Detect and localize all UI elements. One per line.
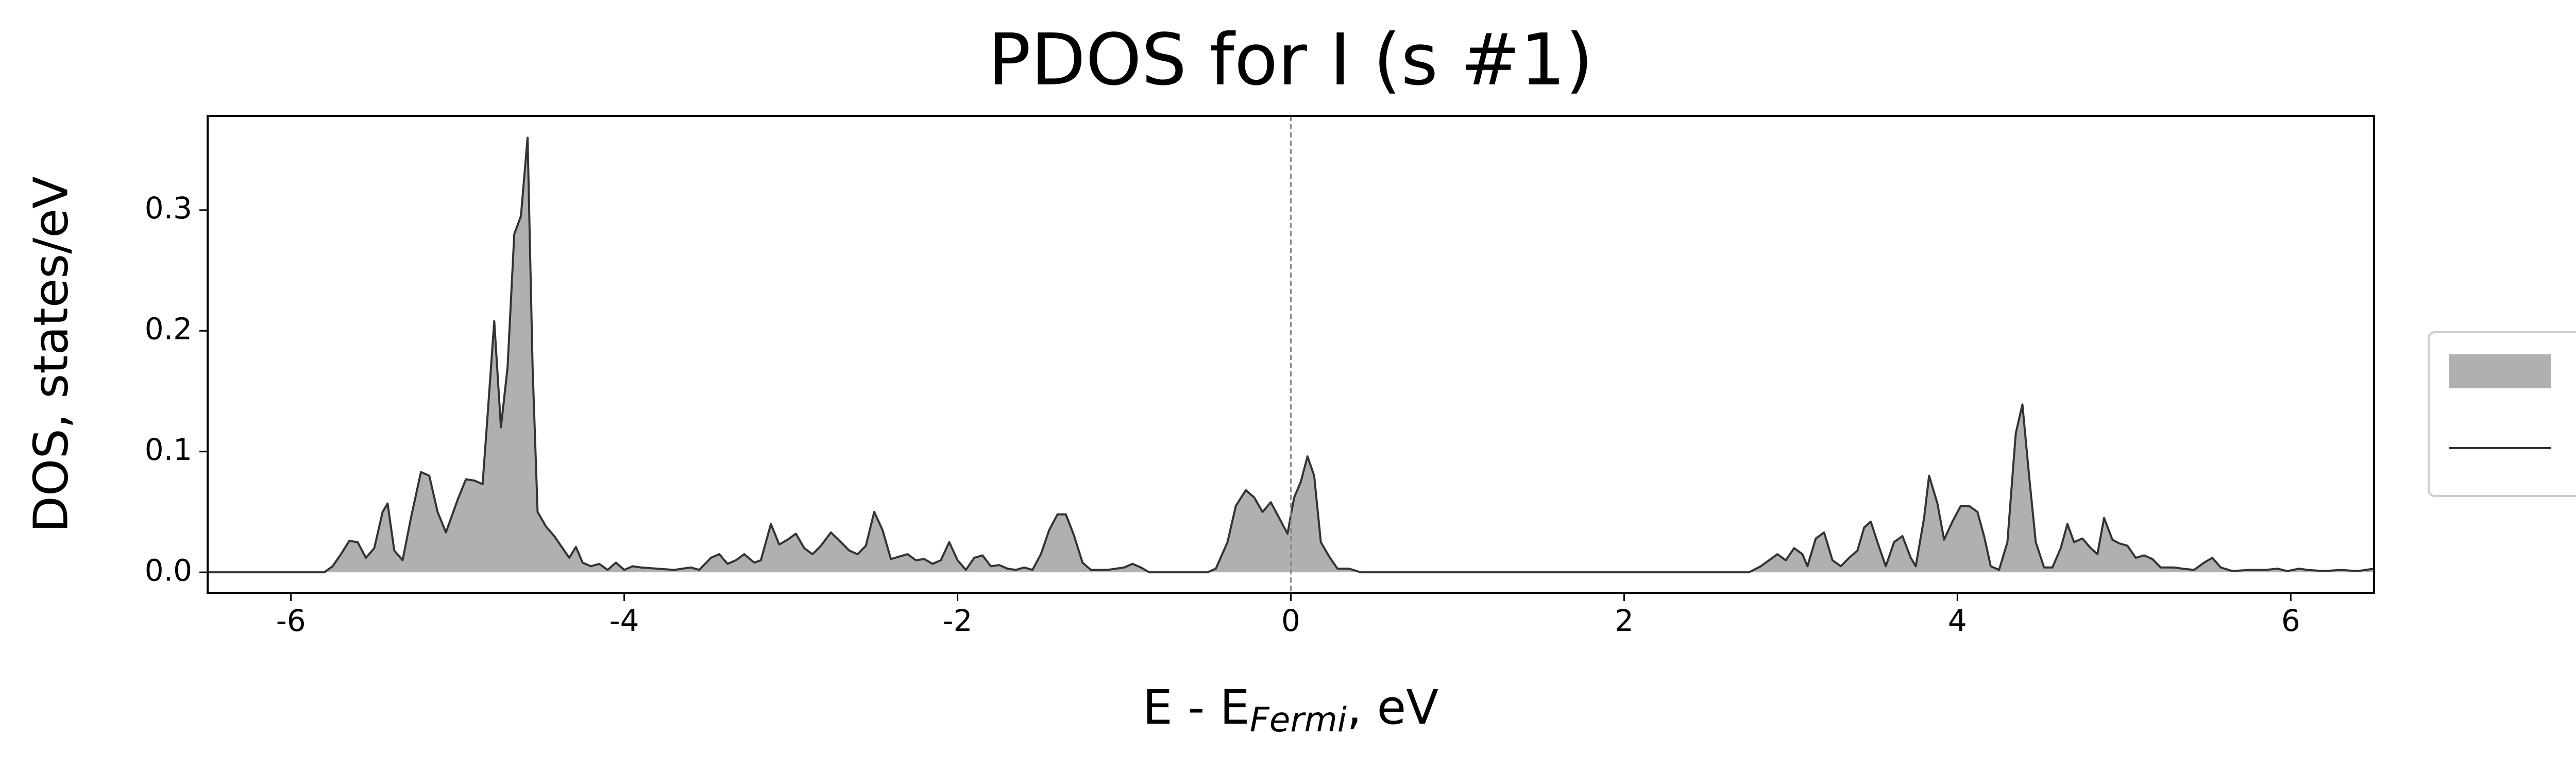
x-label-tail: , eV bbox=[1347, 680, 1438, 735]
area-line bbox=[208, 136, 2375, 574]
x-tick-label: 6 bbox=[2281, 603, 2300, 638]
y-tick-label: 0.2 bbox=[145, 311, 192, 346]
x-tick-label: 4 bbox=[1948, 603, 1967, 638]
area-fill bbox=[208, 138, 2374, 573]
chart-title: PDOS for I (s #1) bbox=[988, 19, 1594, 101]
x-label-main: E - E bbox=[1143, 680, 1250, 735]
x-tick-label: 0 bbox=[1281, 603, 1300, 638]
x-axis-label: E - EFermi, eV bbox=[1143, 680, 1438, 740]
y-tick-label: 0.3 bbox=[145, 191, 192, 226]
x-tick-label: -2 bbox=[943, 603, 973, 638]
y-tick-label: 0.1 bbox=[145, 432, 192, 467]
x-tick-label: 2 bbox=[1615, 603, 1634, 638]
x-label-sub: Fermi bbox=[1250, 700, 1347, 740]
legend-patch bbox=[2449, 354, 2551, 388]
y-axis-label: DOS, states/eV bbox=[23, 176, 78, 533]
x-tick-label: -4 bbox=[609, 603, 639, 638]
y-tick-label: 0.0 bbox=[145, 553, 192, 588]
x-tick-label: -6 bbox=[276, 603, 306, 638]
